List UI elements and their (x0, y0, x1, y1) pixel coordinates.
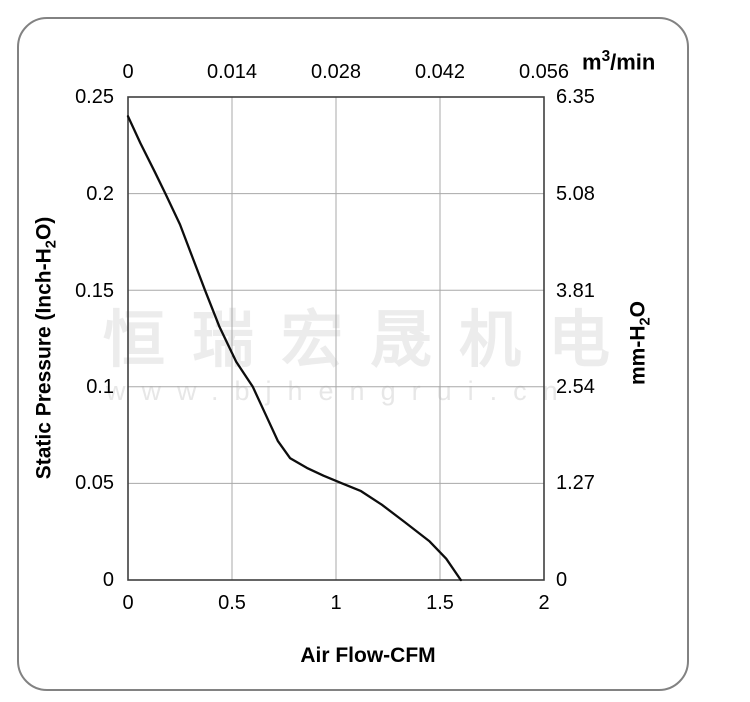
tick-right-2: 3.81 (556, 279, 616, 303)
top-axis-title-text: /min (610, 49, 656, 75)
tick-top-1: 0.014 (206, 61, 258, 83)
bottom-axis-title: Air Flow-CFM (300, 644, 436, 667)
tick-top-0: 0 (122, 61, 134, 83)
tick-top-2: 0.028 (310, 61, 362, 83)
tick-top-3: 0.042 (414, 61, 466, 83)
pressure-flow-plot (126, 96, 545, 582)
tick-bottom-2: 1 (330, 592, 342, 614)
tick-left-5: 0 (102, 569, 114, 591)
tick-left-2: 0.15 (75, 280, 114, 302)
watermark-cjk-text: 恒瑞宏晟机电 (103, 306, 638, 375)
tick-left-0: 0.25 (75, 86, 114, 108)
tick-left-4: 0.05 (75, 472, 114, 494)
tick-right-3: 2.54 (556, 375, 616, 399)
plot-frame (127, 96, 545, 581)
tick-bottom-3: 1.5 (426, 592, 454, 614)
left-axis-title-text: O) (32, 216, 56, 241)
top-axis-title: m3/min (582, 48, 655, 75)
top-axis-title-text: m (582, 49, 602, 75)
tick-right-5: 0 (556, 568, 616, 592)
right-axis-title: mm-H2O (626, 296, 654, 390)
tick-right-0: 6.35 (556, 85, 616, 109)
right-axis-title-text: mm-H (626, 325, 650, 386)
tick-right-4: 1.27 (556, 471, 616, 495)
right-axis-title-text: O (626, 300, 650, 318)
tick-left-3: 0.1 (86, 376, 114, 398)
tick-bottom-0: 0 (122, 592, 134, 614)
left-axis-title-sub: 2 (43, 240, 60, 249)
tick-bottom-4: 2 (538, 592, 550, 614)
top-axis-title-sup: 3 (601, 48, 611, 65)
right-axis-title-sub: 2 (637, 317, 654, 326)
tick-right-1: 5.08 (556, 182, 616, 206)
watermark-url-text: www.bjhengrui.cn (106, 376, 574, 406)
tick-top-4: 0.056 (518, 61, 570, 83)
tick-left-1: 0.2 (86, 183, 114, 205)
left-axis-title-text: Static Pressure (Inch-H (32, 248, 56, 480)
tick-bottom-1: 0.5 (218, 592, 246, 614)
left-axis-title: Static Pressure (Inch-H2O) (32, 217, 59, 480)
pressure-curve (126, 115, 462, 582)
